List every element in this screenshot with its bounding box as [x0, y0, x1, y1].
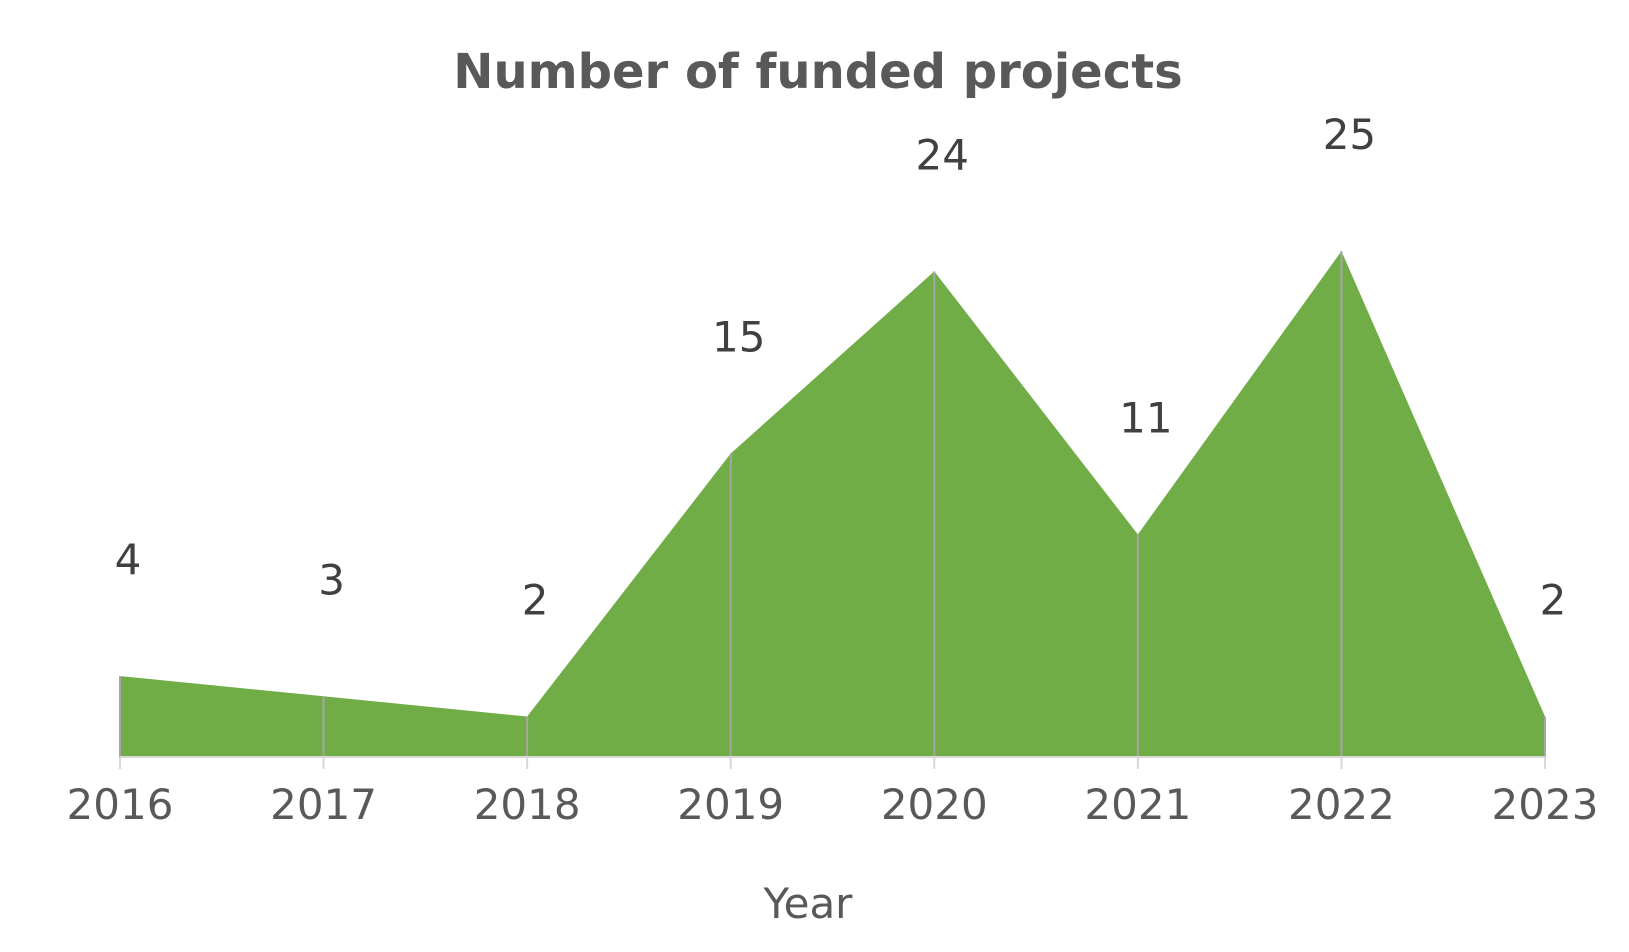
data-label: 4 — [115, 535, 142, 584]
x-axis-title: Year — [763, 879, 854, 928]
x-tick-label: 2018 — [474, 780, 581, 829]
x-tick-label: 2017 — [270, 780, 377, 829]
x-tick-label: 2020 — [881, 780, 988, 829]
data-label: 15 — [712, 313, 765, 362]
data-label: 3 — [318, 555, 345, 604]
x-tick-label: 2022 — [1288, 780, 1395, 829]
x-tick-label: 2023 — [1492, 780, 1599, 829]
data-label: 11 — [1119, 393, 1172, 442]
x-tick-label: 2021 — [1084, 780, 1191, 829]
x-tick-label: 2016 — [67, 780, 174, 829]
area-series — [120, 251, 1545, 757]
data-label: 24 — [916, 130, 969, 179]
data-label: 2 — [1540, 576, 1567, 625]
chart-title: Number of funded projects — [453, 44, 1182, 100]
data-label: 2 — [522, 576, 549, 625]
data-label: 25 — [1323, 110, 1376, 159]
x-tick-label: 2019 — [677, 780, 784, 829]
plot-area: 2016 2017 2018 2019 2020 2021 2022 2023 4 3 2 15 24 1… — [67, 110, 1599, 829]
